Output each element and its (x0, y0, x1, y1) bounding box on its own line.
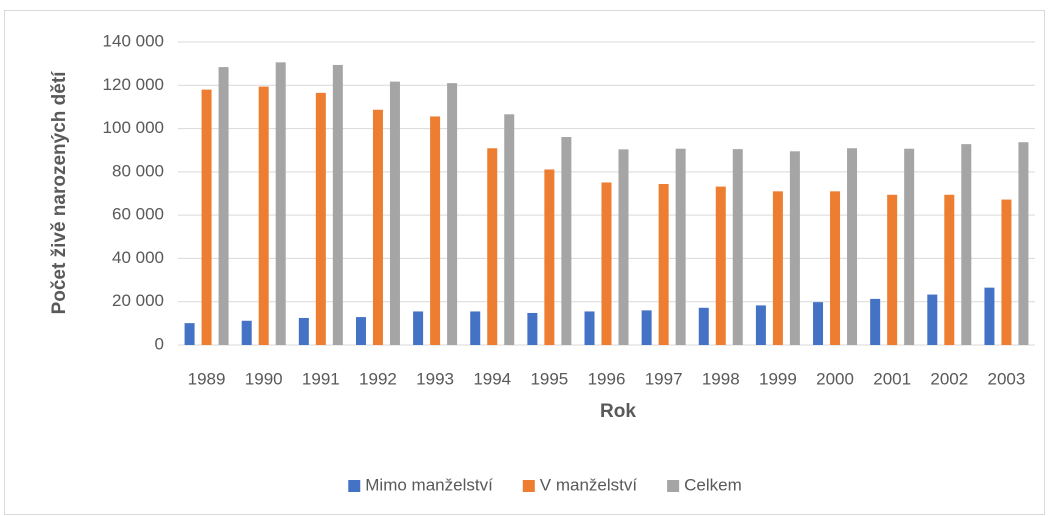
bar (447, 83, 458, 345)
y-tick-label: 120 000 (103, 75, 164, 94)
x-tick-label: 1994 (473, 369, 511, 388)
x-tick-label: 1995 (530, 369, 568, 388)
y-tick-label: 20 000 (112, 291, 164, 310)
bar (389, 81, 400, 345)
bar (584, 311, 595, 345)
legend-label: Mimo manželství (365, 475, 493, 494)
bar (275, 62, 286, 345)
y-tick-label: 40 000 (112, 248, 164, 267)
bar (830, 191, 841, 345)
legend-swatch (522, 480, 535, 492)
bar (332, 64, 343, 345)
bar (184, 323, 195, 345)
bar (315, 92, 326, 345)
bar (430, 116, 441, 345)
bar (904, 148, 915, 345)
bar (772, 191, 783, 345)
bar (1018, 142, 1029, 345)
x-axis-title: Rok (600, 401, 636, 422)
x-tick-label: 1992 (359, 369, 397, 388)
bar (658, 183, 669, 345)
y-tick-label: 60 000 (112, 205, 164, 224)
bar (601, 182, 612, 345)
x-tick-label: 1989 (188, 369, 226, 388)
y-tick-label: 140 000 (103, 31, 164, 50)
x-tick-label: 1996 (588, 369, 626, 388)
bar (355, 317, 366, 345)
legend-swatch (348, 480, 361, 492)
x-tick-label: 2000 (816, 369, 854, 388)
bar (698, 307, 709, 345)
bar (470, 311, 481, 345)
legend-label: V manželství (540, 475, 638, 494)
y-tick-label: 100 000 (103, 118, 164, 137)
x-tick-label: 1997 (645, 369, 683, 388)
y-tick-label: 80 000 (112, 161, 164, 180)
bar (218, 67, 229, 345)
bar (487, 148, 498, 345)
x-tick-label: 1998 (702, 369, 740, 388)
bar (887, 194, 898, 345)
bar (927, 294, 938, 345)
bar (298, 317, 309, 345)
bar (755, 305, 766, 345)
bar (618, 149, 629, 345)
bar (504, 114, 515, 345)
bar (372, 109, 383, 345)
x-tick-label: 2001 (873, 369, 911, 388)
y-tick-label: 0 (155, 334, 164, 353)
y-axis-title: Počet živě narozených dětí (49, 71, 70, 315)
bar (544, 169, 555, 345)
bar (201, 89, 212, 345)
bar (241, 320, 252, 345)
bar (961, 144, 972, 345)
bar (641, 310, 652, 345)
x-tick-label: 1991 (302, 369, 340, 388)
bar (258, 86, 269, 345)
bar (1001, 199, 1012, 345)
bar (847, 148, 858, 345)
bar (561, 137, 572, 345)
x-tick-label: 1990 (245, 369, 283, 388)
bar (870, 298, 881, 345)
bar (789, 151, 800, 345)
legend-label: Celkem (684, 475, 742, 494)
x-tick-label: 1999 (759, 369, 797, 388)
bar (813, 302, 824, 345)
chart-border (4, 10, 1045, 515)
bar (527, 312, 538, 345)
x-tick-label: 2002 (930, 369, 968, 388)
x-tick-label: 2003 (988, 369, 1026, 388)
bar (715, 186, 726, 345)
legend-swatch (667, 480, 680, 492)
bar (732, 149, 743, 345)
x-tick-label: 1993 (416, 369, 454, 388)
bar (984, 287, 995, 345)
bar (675, 148, 686, 345)
bar (413, 311, 424, 345)
bar (944, 194, 955, 345)
